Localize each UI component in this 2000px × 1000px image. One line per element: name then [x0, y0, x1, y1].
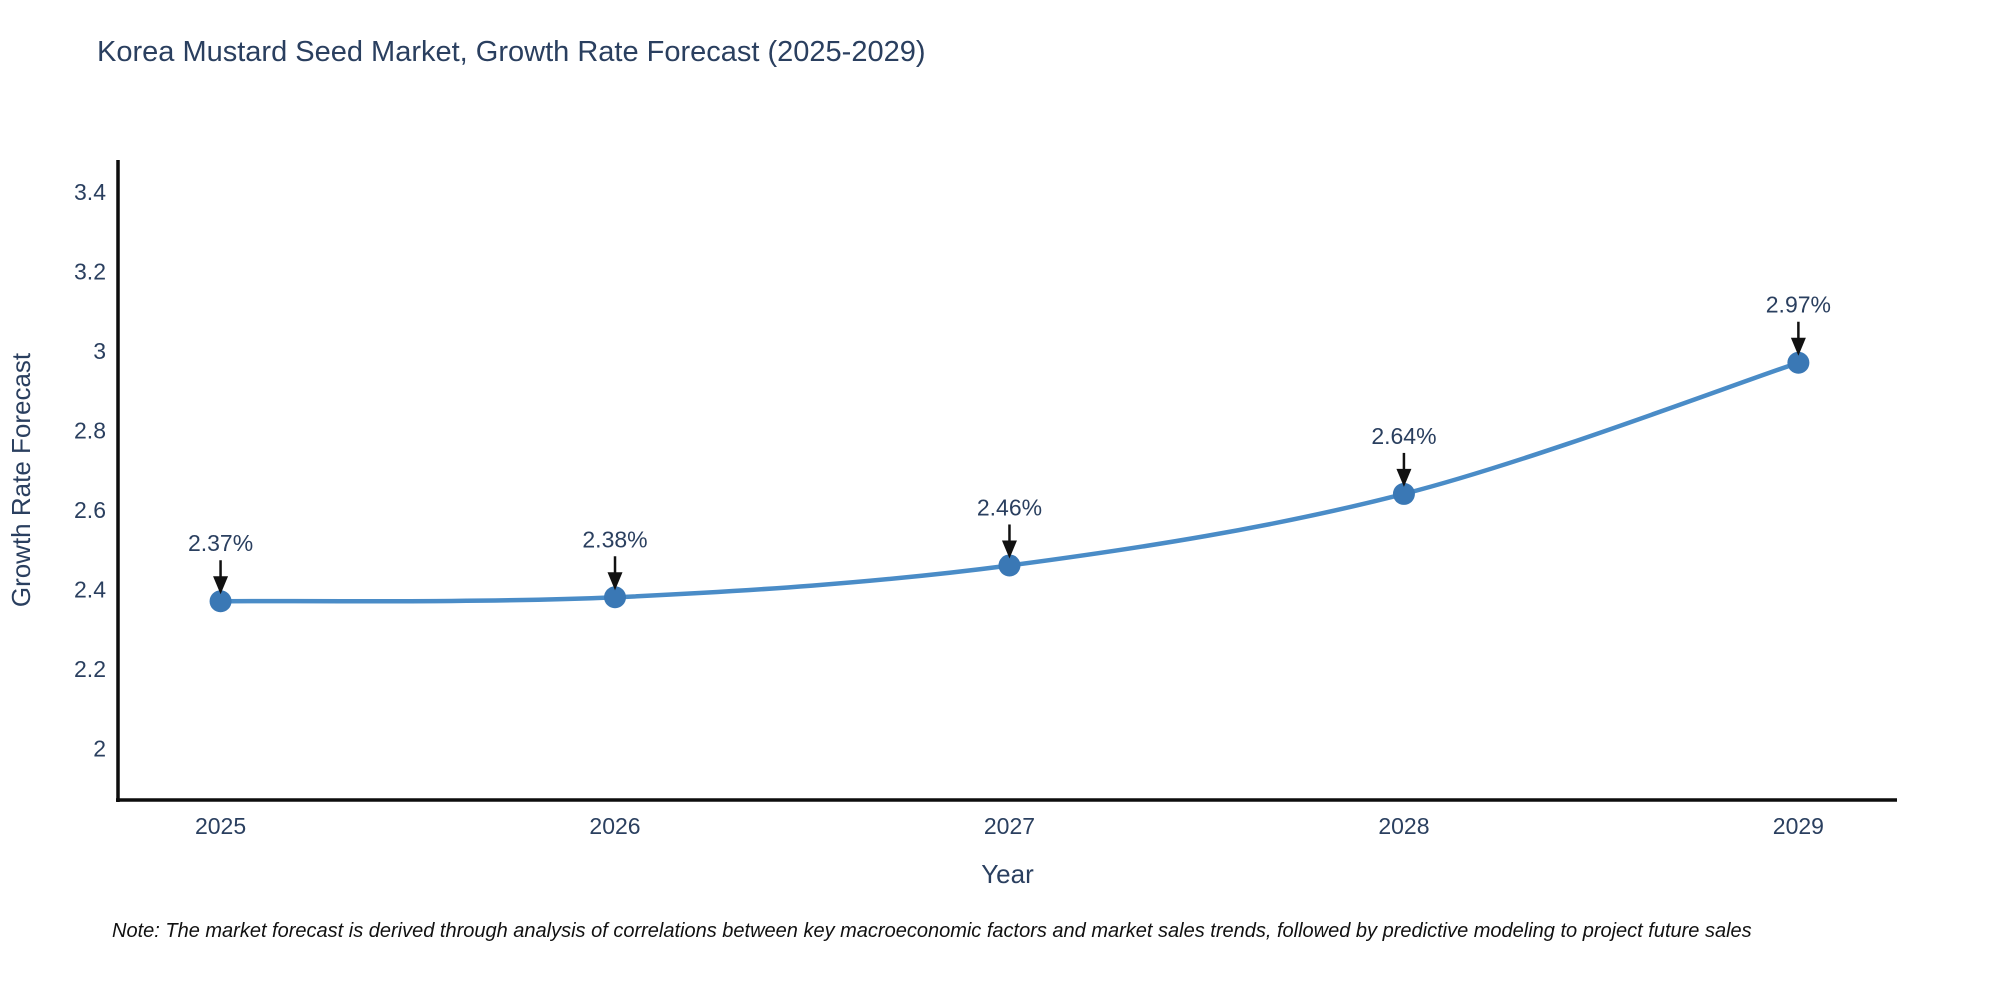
- point-label: 2.46%: [977, 494, 1042, 520]
- point-label: 2.97%: [1766, 292, 1831, 318]
- y-axis-title: Growth Rate Forecast: [6, 352, 36, 607]
- y-tick-label: 3.2: [74, 258, 106, 284]
- y-tick-label: 2.6: [74, 497, 106, 523]
- data-point-2026[interactable]: [604, 586, 627, 609]
- data-point-2025[interactable]: [209, 590, 232, 613]
- y-tick-label: 2: [93, 735, 106, 761]
- footnote: Note: The market forecast is derived thr…: [112, 920, 1752, 942]
- annotation-arrowhead: [1790, 337, 1806, 356]
- annotation-arrowhead: [213, 576, 229, 595]
- data-point-2027[interactable]: [998, 554, 1021, 577]
- point-label: 2.37%: [188, 530, 253, 556]
- y-tick-label: 2.2: [74, 656, 106, 682]
- y-tick-label: 2.8: [74, 417, 106, 443]
- annotation-arrowhead: [1396, 468, 1412, 487]
- data-point-2028[interactable]: [1392, 482, 1415, 505]
- y-tick-label: 3: [93, 338, 106, 364]
- x-tick-label: 2027: [984, 813, 1035, 839]
- y-tick-label: 3.4: [74, 179, 106, 205]
- x-tick-label: 2028: [1378, 813, 1429, 839]
- point-label: 2.38%: [582, 526, 647, 552]
- point-label: 2.64%: [1371, 423, 1436, 449]
- x-axis-title: Year: [981, 859, 1034, 889]
- annotation-arrowhead: [1001, 540, 1017, 559]
- chart-title: Korea Mustard Seed Market, Growth Rate F…: [97, 36, 926, 68]
- y-tick-label: 2.4: [74, 576, 106, 602]
- x-tick-label: 2025: [195, 813, 246, 839]
- x-tick-label: 2029: [1773, 813, 1824, 839]
- annotation-arrowhead: [607, 572, 623, 591]
- x-tick-label: 2026: [589, 813, 640, 839]
- data-point-2029[interactable]: [1787, 351, 1810, 374]
